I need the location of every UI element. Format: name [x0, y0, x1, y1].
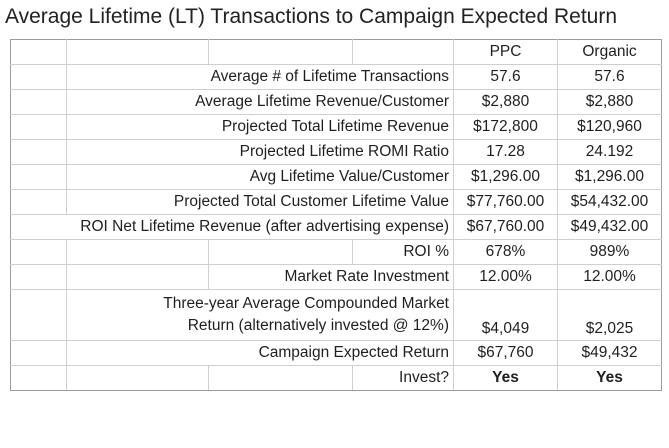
ppc-value[interactable]: 12.00% — [453, 264, 558, 290]
empty-cell[interactable] — [208, 39, 353, 65]
table-row: ROI Net Lifetime Revenue (after advertis… — [10, 214, 662, 240]
table-row: Projected Lifetime ROMI Ratio 17.28 24.1… — [10, 139, 662, 165]
ppc-value[interactable]: 57.6 — [453, 64, 558, 90]
empty-cell[interactable] — [208, 365, 353, 391]
row-label[interactable]: Projected Lifetime ROMI Ratio — [66, 139, 454, 165]
empty-cell[interactable] — [10, 264, 67, 290]
header-row: PPC Organic — [10, 39, 662, 65]
ppc-value[interactable]: $67,760.00 — [453, 214, 558, 240]
organic-value[interactable]: $54,432.00 — [557, 189, 662, 215]
empty-cell[interactable] — [66, 365, 209, 391]
organic-value[interactable]: $49,432 — [557, 340, 662, 366]
ppc-value[interactable]: $2,880 — [453, 89, 558, 115]
row-label[interactable]: Campaign Expected Return — [66, 340, 454, 366]
row-label-line-2: Return (alternatively invested @ 12%) — [187, 317, 449, 334]
empty-cell[interactable] — [10, 189, 67, 215]
ppc-value[interactable]: 678% — [453, 239, 558, 265]
page-title: Average Lifetime (LT) Transactions to Ca… — [5, 5, 618, 28]
row-label[interactable]: Avg Lifetime Value/Customer — [66, 164, 454, 190]
empty-cell[interactable] — [10, 289, 67, 341]
empty-cell[interactable] — [10, 365, 67, 391]
ppc-value[interactable]: $172,800 — [453, 114, 558, 140]
row-label[interactable]: Average # of Lifetime Transactions — [66, 64, 454, 90]
ppc-value[interactable]: $1,296.00 — [453, 164, 558, 190]
table-row: Campaign Expected Return $67,760 $49,432 — [10, 340, 662, 366]
row-label[interactable]: ROI % — [352, 239, 454, 265]
column-header-ppc[interactable]: PPC — [453, 39, 558, 65]
table-row: Avg Lifetime Value/Customer $1,296.00 $1… — [10, 164, 662, 190]
empty-cell[interactable] — [10, 64, 67, 90]
empty-cell[interactable] — [10, 239, 67, 265]
organic-value[interactable]: $49,432.00 — [557, 214, 662, 240]
organic-value[interactable]: $1,296.00 — [557, 164, 662, 190]
row-label[interactable]: Three-year Average Compounded Market Ret… — [66, 289, 454, 341]
ppc-value[interactable]: $4,049 — [453, 289, 558, 341]
empty-cell[interactable] — [66, 239, 209, 265]
ppc-value[interactable]: $77,760.00 — [453, 189, 558, 215]
row-label[interactable]: Average Lifetime Revenue/Customer — [66, 89, 454, 115]
empty-cell[interactable] — [10, 139, 67, 165]
ppc-value[interactable]: 17.28 — [453, 139, 558, 165]
organic-value[interactable]: Yes — [557, 365, 662, 391]
empty-cell[interactable] — [10, 89, 67, 115]
table-row: Three-year Average Compounded Market Ret… — [10, 289, 662, 341]
ppc-value[interactable]: Yes — [453, 365, 558, 391]
empty-cell[interactable] — [352, 39, 454, 65]
table-row: Projected Total Lifetime Revenue $172,80… — [10, 114, 662, 140]
organic-value[interactable]: $2,880 — [557, 89, 662, 115]
organic-value[interactable]: 12.00% — [557, 264, 662, 290]
table-row: Average # of Lifetime Transactions 57.6 … — [10, 64, 662, 90]
column-header-organic[interactable]: Organic — [557, 39, 662, 65]
ppc-value[interactable]: $67,760 — [453, 340, 558, 366]
empty-cell[interactable] — [66, 39, 209, 65]
empty-cell[interactable] — [208, 239, 353, 265]
row-label[interactable]: Projected Total Lifetime Revenue — [66, 114, 454, 140]
organic-value[interactable]: $2,025 — [557, 289, 662, 341]
table-row: Market Rate Investment 12.00% 12.00% — [10, 264, 662, 290]
organic-value[interactable]: $120,960 — [557, 114, 662, 140]
empty-cell[interactable] — [10, 164, 67, 190]
empty-cell[interactable] — [66, 264, 209, 290]
organic-value[interactable]: 57.6 — [557, 64, 662, 90]
organic-value[interactable]: 989% — [557, 239, 662, 265]
row-label[interactable]: Invest? — [352, 365, 454, 391]
row-label-line-1: Three-year Average Compounded Market — [163, 295, 449, 312]
table-row: Invest? Yes Yes — [10, 365, 662, 391]
row-label[interactable]: Market Rate Investment — [208, 264, 454, 290]
empty-cell[interactable] — [10, 340, 67, 366]
empty-cell[interactable] — [10, 39, 67, 65]
table-row: Projected Total Customer Lifetime Value … — [10, 189, 662, 215]
row-label[interactable]: ROI Net Lifetime Revenue (after advertis… — [10, 214, 454, 240]
empty-cell[interactable] — [10, 114, 67, 140]
table-row: Average Lifetime Revenue/Customer $2,880… — [10, 89, 662, 115]
table-row: ROI % 678% 989% — [10, 239, 662, 265]
organic-value[interactable]: 24.192 — [557, 139, 662, 165]
row-label[interactable]: Projected Total Customer Lifetime Value — [66, 189, 454, 215]
spreadsheet-table: PPC Organic Average # of Lifetime Transa… — [10, 39, 662, 391]
